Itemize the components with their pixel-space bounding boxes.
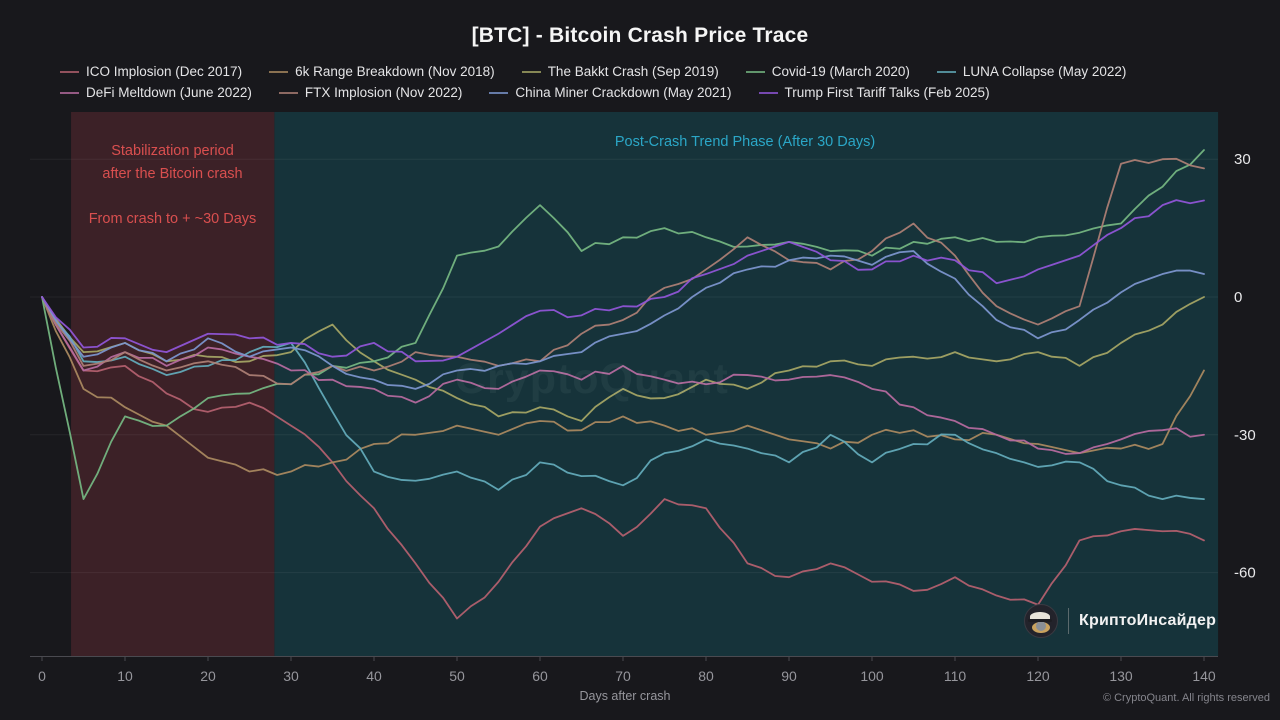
face-shape bbox=[1036, 621, 1046, 631]
cryptoquant-watermark: CryptoQuant bbox=[455, 355, 729, 403]
x-tick-label: 10 bbox=[117, 668, 133, 684]
x-tick-label: 140 bbox=[1192, 668, 1216, 684]
legend-item[interactable]: The Bakkt Crash (Sep 2019) bbox=[521, 64, 719, 79]
series-line-3 bbox=[41, 296, 1205, 422]
chart-plot-area: 0 10 20 30 40 50 60 70 80 90 100 110 120 130 140 Days a… bbox=[30, 112, 1270, 712]
legend-label: China Miner Crackdown (May 2021) bbox=[515, 85, 732, 100]
x-tick-label: 110 bbox=[944, 668, 967, 684]
x-tick-label: 20 bbox=[200, 668, 216, 684]
legend-item[interactable]: 6k Range Breakdown (Nov 2018) bbox=[269, 64, 495, 79]
brand-avatar-icon bbox=[1024, 604, 1058, 638]
legend-item[interactable]: ICO Implosion (Dec 2017) bbox=[60, 64, 242, 79]
brand-divider bbox=[1068, 608, 1069, 634]
legend-label: 6k Range Breakdown (Nov 2018) bbox=[295, 64, 495, 79]
stabilization-line2: after the Bitcoin crash bbox=[102, 166, 243, 183]
legend-label: DeFi Meltdown (June 2022) bbox=[86, 85, 252, 100]
x-tick-label: 60 bbox=[532, 668, 548, 684]
hat-band-shape bbox=[1028, 619, 1052, 622]
y-tick-label: -30 bbox=[1234, 427, 1256, 444]
x-axis-title: Days after crash bbox=[579, 689, 670, 703]
x-tick-label: 130 bbox=[1109, 668, 1133, 684]
series-line-5 bbox=[41, 296, 1205, 500]
legend-swatch-icon bbox=[60, 70, 79, 73]
page-title: [BTC] - Bitcoin Crash Price Trace bbox=[471, 24, 809, 47]
stabilization-sub-annotation: From crash to + ~30 Days bbox=[88, 211, 257, 227]
x-tick-label: 40 bbox=[366, 668, 382, 684]
hat-shape bbox=[1030, 612, 1050, 621]
region-post-crash bbox=[274, 112, 1219, 656]
brand-logo: КриптоИнсайдер bbox=[1024, 604, 1216, 638]
legend-swatch-icon bbox=[489, 91, 509, 94]
series-line-4 bbox=[41, 149, 1205, 500]
legend-label: ICO Implosion (Dec 2017) bbox=[86, 64, 243, 79]
x-tick-label: 30 bbox=[283, 668, 299, 684]
post-crash-annotation: Post-Crash Trend Phase (After 30 Days) bbox=[614, 134, 876, 150]
legend-swatch-icon bbox=[278, 91, 298, 94]
legend-item[interactable]: Covid-19 (March 2020) bbox=[745, 64, 910, 79]
series-line-1 bbox=[41, 296, 1205, 620]
series-line-2 bbox=[41, 296, 1205, 476]
x-tick-label: 90 bbox=[781, 668, 797, 684]
series-line-8 bbox=[41, 250, 1205, 390]
legend-item[interactable]: China Miner Crackdown (May 2021) bbox=[489, 85, 732, 100]
chart-svg: 0 10 20 30 40 50 60 70 80 90 100 110 120 130 140 Days a… bbox=[30, 112, 1256, 703]
legend-label: LUNA Collapse (May 2022) bbox=[962, 64, 1127, 79]
legend-row-1: ICO Implosion (Dec 2017) 6k Range Breakdo… bbox=[60, 64, 1126, 79]
x-tick-label: 100 bbox=[860, 668, 884, 684]
legend-item[interactable]: Trump First Tariff Talks (Feb 2025) bbox=[758, 85, 990, 100]
legend-label: FTX Implosion (Nov 2022) bbox=[304, 85, 463, 100]
series-line-7 bbox=[41, 157, 1205, 386]
legend-item[interactable]: DeFi Meltdown (June 2022) bbox=[60, 85, 252, 100]
legend-swatch-icon bbox=[269, 70, 289, 73]
y-tick-label: -60 bbox=[1234, 565, 1256, 582]
legend-item[interactable]: LUNA Collapse (May 2022) bbox=[936, 64, 1127, 79]
legend-item[interactable]: FTX Implosion (Nov 2022) bbox=[278, 85, 463, 100]
legend-row-2: DeFi Meltdown (June 2022) FTX Implosion (… bbox=[60, 85, 990, 100]
legend-swatch-icon bbox=[521, 70, 541, 73]
stabilization-annotation: Stabilization period after the Bitcoin c… bbox=[70, 140, 275, 186]
x-tick-label: 70 bbox=[615, 668, 631, 684]
brand-name: КриптоИнсайдер bbox=[1079, 612, 1217, 629]
copyright-text: © CryptoQuant. All rights reserved bbox=[1102, 692, 1270, 704]
series-line-9 bbox=[41, 199, 1205, 363]
x-tick-label: 50 bbox=[449, 668, 465, 684]
series-line-6 bbox=[41, 296, 1205, 455]
legend-label: The Bakkt Crash (Sep 2019) bbox=[547, 64, 719, 79]
y-tick-label: 0 bbox=[1234, 289, 1242, 306]
x-tick-label: 80 bbox=[698, 668, 714, 684]
y-tick-label: 30 bbox=[1234, 151, 1251, 168]
legend-label: Covid-19 (March 2020) bbox=[771, 64, 910, 79]
legend-swatch-icon bbox=[745, 70, 765, 73]
stabilization-line1: Stabilization period bbox=[111, 143, 234, 159]
legend-label: Trump First Tariff Talks (Feb 2025) bbox=[784, 85, 990, 100]
region-stabilization bbox=[71, 112, 275, 656]
x-tick-label: 0 bbox=[38, 668, 46, 684]
x-tick-label: 120 bbox=[1026, 668, 1050, 684]
legend-swatch-icon bbox=[60, 91, 79, 94]
legend-swatch-icon bbox=[758, 91, 778, 94]
legend-swatch-icon bbox=[936, 70, 956, 73]
